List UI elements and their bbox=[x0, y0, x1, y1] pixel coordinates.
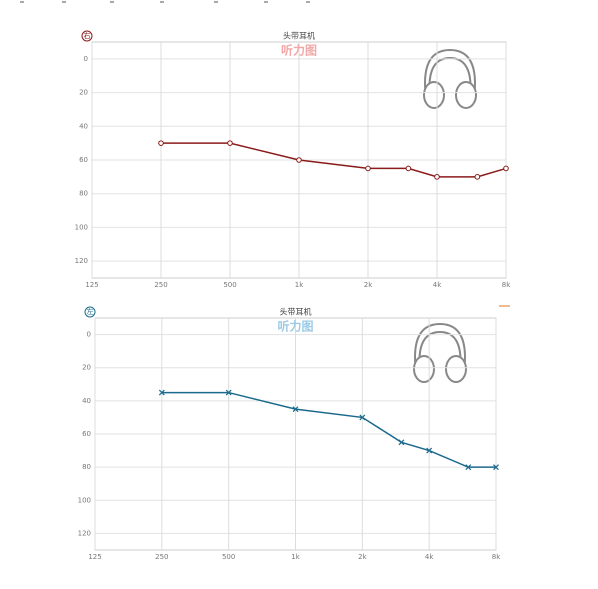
y-tick-label: 40 bbox=[82, 397, 91, 405]
chart-subtitle: 听力图 bbox=[277, 319, 313, 334]
x-tick-label: 125 bbox=[85, 281, 98, 289]
data-point bbox=[465, 464, 472, 471]
ear-label: 左 bbox=[87, 307, 94, 316]
y-tick-label: 40 bbox=[79, 122, 88, 130]
headphone-icon bbox=[423, 48, 477, 109]
x-tick-label: 4k bbox=[425, 553, 434, 561]
y-tick-label: 20 bbox=[82, 364, 91, 372]
data-point bbox=[398, 439, 405, 446]
ear-label: 右 bbox=[84, 31, 91, 40]
x-tick-label: 500 bbox=[222, 553, 235, 561]
data-point bbox=[158, 389, 165, 396]
ear-badge bbox=[81, 30, 93, 42]
data-point bbox=[426, 447, 433, 454]
data-point bbox=[225, 389, 232, 396]
y-tick-label: 0 bbox=[84, 55, 88, 63]
x-tick-label: 1k bbox=[291, 553, 300, 561]
chart-title: 头带耳机 bbox=[280, 307, 312, 317]
y-tick-label: 100 bbox=[75, 223, 88, 231]
data-point bbox=[474, 174, 481, 180]
ear-badge bbox=[84, 306, 96, 318]
data-point bbox=[405, 165, 412, 172]
chart-subtitle: 听力图 bbox=[281, 43, 317, 58]
data-point bbox=[503, 165, 509, 172]
data-point bbox=[227, 140, 233, 146]
x-tick-label: 8k bbox=[492, 553, 501, 561]
x-tick-label: 8k bbox=[502, 281, 511, 289]
data-point bbox=[296, 157, 302, 163]
data-point bbox=[158, 140, 164, 146]
y-tick-label: 0 bbox=[87, 331, 91, 339]
y-tick-label: 80 bbox=[82, 463, 91, 471]
y-tick-label: 20 bbox=[79, 89, 88, 97]
x-tick-label: 4k bbox=[433, 281, 442, 289]
y-tick-label: 60 bbox=[82, 430, 91, 438]
y-tick-label: 120 bbox=[75, 257, 88, 265]
data-line bbox=[161, 142, 507, 178]
data-point bbox=[292, 406, 299, 413]
data-point bbox=[493, 464, 499, 471]
x-tick-label: 1k bbox=[295, 281, 304, 289]
x-tick-label: 500 bbox=[223, 281, 236, 289]
y-tick-label: 60 bbox=[79, 156, 88, 164]
x-tick-label: 125 bbox=[88, 553, 101, 561]
x-tick-label: 250 bbox=[155, 553, 168, 561]
data-point bbox=[365, 165, 371, 172]
y-tick-label: 100 bbox=[78, 496, 91, 504]
y-tick-label: 120 bbox=[78, 529, 91, 537]
y-tick-label: 80 bbox=[79, 190, 88, 198]
x-tick-label: 250 bbox=[154, 281, 167, 289]
x-tick-label: 2k bbox=[364, 281, 373, 289]
data-line bbox=[161, 391, 496, 468]
chart-title: 头带耳机 bbox=[283, 31, 315, 41]
data-point bbox=[434, 174, 440, 180]
data-point bbox=[359, 414, 366, 421]
x-tick-label: 2k bbox=[358, 553, 367, 561]
